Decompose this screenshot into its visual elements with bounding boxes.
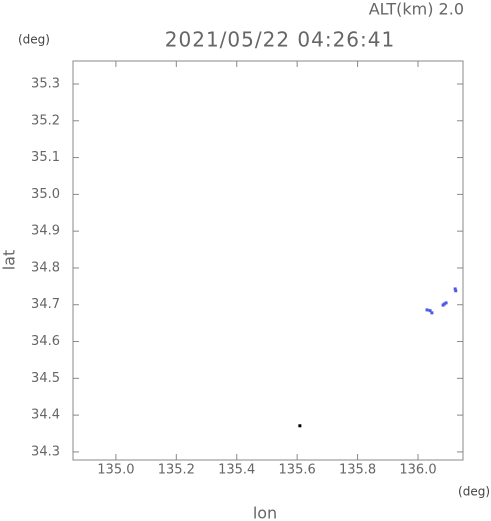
point (425, 308, 429, 312)
y-tick-label: 34.7 (31, 297, 60, 312)
x-axis-label: lon (253, 504, 277, 521)
y-tick-label: 35.1 (31, 150, 60, 165)
y-tick-label: 34.5 (31, 371, 60, 386)
y-tick-label: 34.8 (31, 260, 60, 275)
point (428, 309, 432, 313)
point (453, 287, 457, 291)
subtitle: ALT(km) 2.0 (369, 0, 464, 19)
y-tick-label: 35.0 (31, 187, 60, 202)
x-tick-label: 135.8 (339, 463, 376, 478)
point (444, 301, 448, 305)
y-tick-label: 34.3 (31, 444, 60, 459)
y-unit: (deg) (18, 33, 50, 47)
x-tick-label: 135.4 (218, 463, 255, 478)
x-tick-label: 135.2 (158, 463, 195, 478)
point (430, 311, 434, 315)
y-tick-label: 35.2 (31, 113, 60, 128)
y-tick-label: 35.3 (31, 76, 60, 91)
x-tick-label: 135.6 (279, 463, 316, 478)
plot-frame (72, 60, 464, 461)
y-axis-label: lat (0, 250, 19, 271)
x-tick-label: 136.0 (399, 463, 436, 478)
x-tick-label: 135.0 (97, 463, 134, 478)
x-unit: (deg) (458, 485, 490, 499)
y-tick-label: 34.4 (31, 408, 60, 423)
point (454, 289, 458, 293)
point (442, 302, 446, 306)
point (298, 424, 302, 428)
y-tick-label: 34.6 (31, 334, 60, 349)
chart-title: 2021/05/22 04:26:41 (165, 28, 395, 52)
y-tick-label: 34.9 (31, 224, 60, 239)
